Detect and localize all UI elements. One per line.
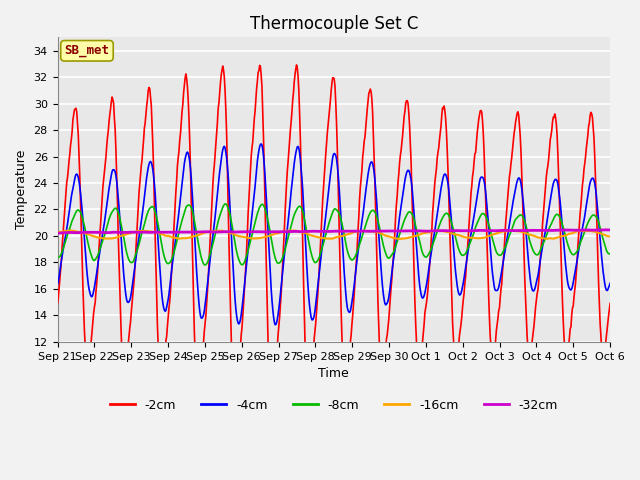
Text: SB_met: SB_met: [65, 44, 109, 57]
Title: Thermocouple Set C: Thermocouple Set C: [250, 15, 418, 33]
Legend: -2cm, -4cm, -8cm, -16cm, -32cm: -2cm, -4cm, -8cm, -16cm, -32cm: [104, 394, 563, 417]
X-axis label: Time: Time: [319, 367, 349, 380]
Y-axis label: Temperature: Temperature: [15, 150, 28, 229]
